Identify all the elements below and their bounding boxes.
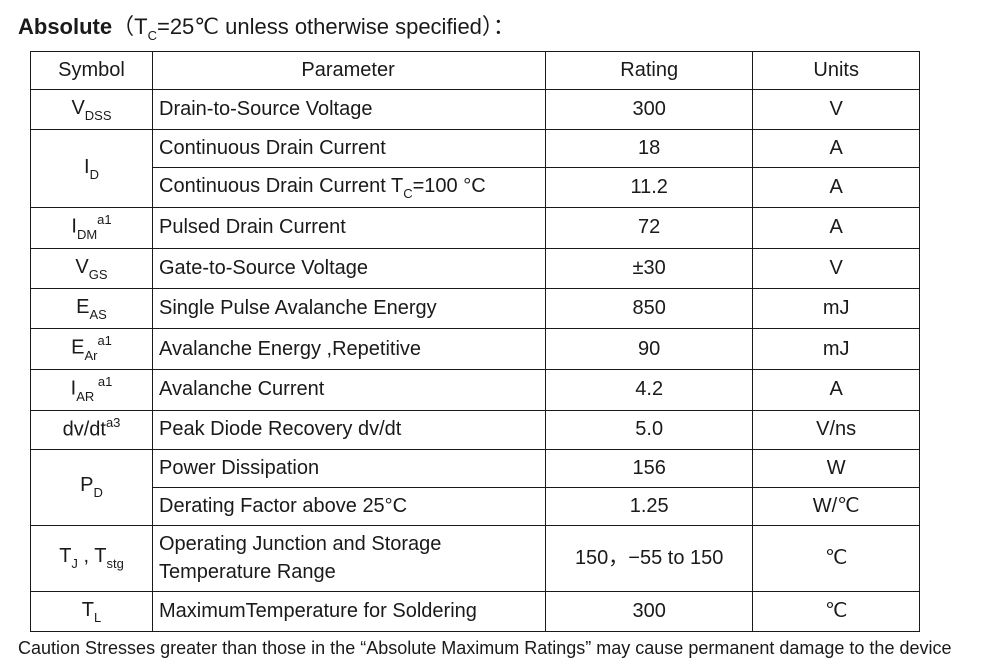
symbol-cell: IDMa1: [31, 207, 153, 248]
symbol-cell: TJ , Tstg: [31, 525, 153, 591]
param-cell: Avalanche Energy ,Repetitive: [153, 329, 546, 370]
units-cell: A: [753, 129, 920, 167]
units-cell: ℃: [753, 591, 920, 631]
units-cell: W: [753, 449, 920, 487]
rating-cell: 1.25: [546, 487, 753, 525]
rating-cell: 18: [546, 129, 753, 167]
header-symbol: Symbol: [31, 51, 153, 89]
param-cell: Drain-to-Source Voltage: [153, 89, 546, 129]
units-cell: mJ: [753, 329, 920, 370]
param-cell: Pulsed Drain Current: [153, 207, 546, 248]
title-strong: Absolute: [18, 14, 112, 39]
rating-cell: 5.0: [546, 410, 753, 449]
rating-cell: 300: [546, 591, 753, 631]
header-rating: Rating: [546, 51, 753, 89]
title-cond-rest: =25℃ unless otherwise specified）：: [157, 14, 515, 39]
units-cell: ℃: [753, 525, 920, 591]
units-cell: V/ns: [753, 410, 920, 449]
param-cell: Continuous Drain Current: [153, 129, 546, 167]
table-row: IDMa1 Pulsed Drain Current 72 A: [31, 207, 920, 248]
param-cell: Operating Junction and Storage Temperatu…: [153, 525, 546, 591]
table-row: VDSS Drain-to-Source Voltage 300 V: [31, 89, 920, 129]
header-parameter: Parameter: [153, 51, 546, 89]
symbol-cell: dv/dta3: [31, 410, 153, 449]
rating-cell: 90: [546, 329, 753, 370]
rating-cell: 72: [546, 207, 753, 248]
table-row: EAS Single Pulse Avalanche Energy 850 mJ: [31, 288, 920, 328]
table-row: TL MaximumTemperature for Soldering 300 …: [31, 591, 920, 631]
title-cond-open: （T: [112, 14, 147, 39]
symbol-cell: EAra1: [31, 329, 153, 370]
param-cell: Derating Factor above 25°C: [153, 487, 546, 525]
units-cell: W/℃: [753, 487, 920, 525]
param-cell: Power Dissipation: [153, 449, 546, 487]
param-cell: Avalanche Current: [153, 370, 546, 411]
units-cell: A: [753, 370, 920, 411]
table-row: IAR a1 Avalanche Current 4.2 A: [31, 370, 920, 411]
symbol-cell: TL: [31, 591, 153, 631]
symbol-cell: PD: [31, 449, 153, 525]
rating-cell: 156: [546, 449, 753, 487]
rating-cell: 4.2: [546, 370, 753, 411]
units-cell: mJ: [753, 288, 920, 328]
symbol-cell: EAS: [31, 288, 153, 328]
units-cell: V: [753, 89, 920, 129]
param-cell: Single Pulse Avalanche Energy: [153, 288, 546, 328]
table-row: VGS Gate-to-Source Voltage ±30 V: [31, 248, 920, 288]
units-cell: A: [753, 167, 920, 207]
caution-footnote: Caution Stresses greater than those in t…: [18, 636, 965, 661]
param-cell: MaximumTemperature for Soldering: [153, 591, 546, 631]
section-title: Absolute（TC=25℃ unless otherwise specifi…: [18, 12, 965, 45]
table-row: TJ , Tstg Operating Junction and Storage…: [31, 525, 920, 591]
ratings-table: Symbol Parameter Rating Units VDSS Drain…: [30, 51, 920, 632]
header-units: Units: [753, 51, 920, 89]
rating-cell: ±30: [546, 248, 753, 288]
symbol-cell: ID: [31, 129, 153, 207]
rating-cell: 300: [546, 89, 753, 129]
table-row: Continuous Drain Current TC=100 °C 11.2 …: [31, 167, 920, 207]
symbol-cell: IAR a1: [31, 370, 153, 411]
rating-cell: 150，−55 to 150: [546, 525, 753, 591]
units-cell: A: [753, 207, 920, 248]
rating-cell: 11.2: [546, 167, 753, 207]
symbol-cell: VDSS: [31, 89, 153, 129]
table-row: Derating Factor above 25°C 1.25 W/℃: [31, 487, 920, 525]
param-cell: Gate-to-Source Voltage: [153, 248, 546, 288]
datasheet-absolute-section: Absolute（TC=25℃ unless otherwise specifi…: [0, 0, 983, 669]
table-row: dv/dta3 Peak Diode Recovery dv/dt 5.0 V/…: [31, 410, 920, 449]
param-cell: Peak Diode Recovery dv/dt: [153, 410, 546, 449]
table-row: EAra1 Avalanche Energy ,Repetitive 90 mJ: [31, 329, 920, 370]
rating-cell: 850: [546, 288, 753, 328]
table-row: PD Power Dissipation 156 W: [31, 449, 920, 487]
symbol-cell: VGS: [31, 248, 153, 288]
units-cell: V: [753, 248, 920, 288]
title-cond-sub: C: [148, 28, 157, 43]
table-row: ID Continuous Drain Current 18 A: [31, 129, 920, 167]
table-header-row: Symbol Parameter Rating Units: [31, 51, 920, 89]
param-cell: Continuous Drain Current TC=100 °C: [153, 167, 546, 207]
